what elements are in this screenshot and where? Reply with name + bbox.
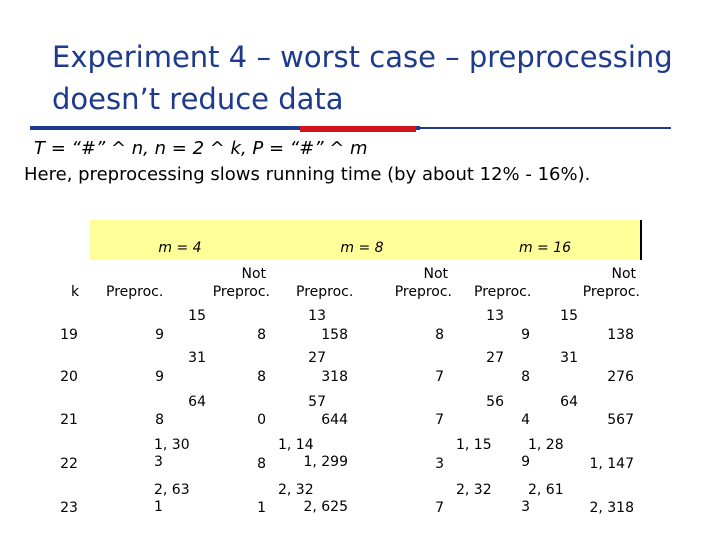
header-band-m8 bbox=[272, 220, 454, 260]
m16-pre-value: 1, 15 bbox=[456, 437, 492, 453]
col-header-m4-not-1: Not bbox=[241, 266, 266, 282]
m16-not-sub: 1, 147 bbox=[589, 456, 634, 472]
m16-not-sub: 138 bbox=[607, 327, 634, 343]
header-band-m4 bbox=[90, 220, 272, 260]
m8-not-value: 7 bbox=[435, 369, 444, 385]
m4-pre-sub: 3 bbox=[154, 454, 163, 470]
title: Experiment 4 – worst case – preprocessin… bbox=[52, 40, 673, 116]
m4-pre-sub: 8 bbox=[155, 412, 164, 428]
m8-not-value: 7 bbox=[435, 412, 444, 428]
m8-pre-value: 27 bbox=[308, 350, 326, 366]
m4-pre-sub: 9 bbox=[155, 327, 164, 343]
m4-pre-value: 15 bbox=[188, 308, 206, 324]
m16-not-value: 2, 61 bbox=[528, 482, 564, 498]
col-header-m4-not-2: Preproc. bbox=[212, 284, 270, 300]
formula-line: T = “#” ^ n, n = 2 ^ k, P = “#” ^ m bbox=[34, 138, 368, 159]
col-header-m8-pre: Preproc. bbox=[296, 284, 354, 300]
col-header-k: k bbox=[70, 284, 80, 300]
m4-pre-sub: 9 bbox=[155, 369, 164, 385]
m4-pre-value: 64 bbox=[188, 394, 206, 410]
group-header-m8: m = 8 bbox=[340, 240, 384, 256]
col-header-m8-not-2: Preproc. bbox=[394, 284, 452, 300]
m4-not-value: 0 bbox=[257, 412, 266, 428]
m8-pre-sub: 318 bbox=[321, 369, 348, 385]
title-accent-bar bbox=[300, 126, 416, 132]
header-edge bbox=[640, 220, 642, 260]
m8-pre-value: 1, 14 bbox=[278, 437, 314, 453]
row-k: 20 bbox=[60, 369, 78, 385]
m16-not-value: 15 bbox=[560, 308, 578, 324]
m16-not-sub: 567 bbox=[607, 412, 634, 428]
m8-not-value: 8 bbox=[435, 327, 444, 343]
m16-not-sub: 276 bbox=[607, 369, 634, 385]
group-header-m16: m = 16 bbox=[518, 240, 572, 256]
m8-pre-value: 57 bbox=[308, 394, 326, 410]
m16-pre-sub: 4 bbox=[521, 412, 530, 428]
m4-pre-value: 1, 30 bbox=[154, 437, 190, 453]
m16-pre-value: 27 bbox=[486, 350, 504, 366]
m8-pre-sub: 644 bbox=[321, 412, 348, 428]
m8-not-value: 7 bbox=[435, 500, 444, 516]
m8-pre-sub: 158 bbox=[321, 327, 348, 343]
results-table: m = 4 m = 8 m = 16 k Preproc. Not Prepro… bbox=[40, 220, 642, 520]
title-underline-thin bbox=[416, 127, 671, 129]
m8-not-value: 3 bbox=[435, 456, 444, 472]
m16-pre-sub: 9 bbox=[521, 327, 530, 343]
m16-pre-sub: 3 bbox=[521, 499, 530, 515]
m16-pre-sub: 9 bbox=[521, 454, 530, 470]
m16-not-value: 1, 28 bbox=[528, 437, 564, 453]
m16-not-sub: 2, 318 bbox=[589, 500, 634, 516]
m4-not-value: 8 bbox=[257, 456, 266, 472]
m4-pre-value: 2, 63 bbox=[154, 482, 190, 498]
m16-pre-value: 13 bbox=[486, 308, 504, 324]
m4-pre-sub: 1 bbox=[154, 499, 163, 515]
m16-not-value: 31 bbox=[560, 350, 578, 366]
m4-pre-value: 31 bbox=[188, 350, 206, 366]
m16-pre-sub: 8 bbox=[521, 369, 530, 385]
col-header-m16-not-1: Not bbox=[611, 266, 636, 282]
col-header-m16-pre: Preproc. bbox=[474, 284, 532, 300]
title-underline bbox=[30, 126, 420, 130]
header-band-m16 bbox=[454, 220, 640, 260]
m8-pre-sub: 2, 625 bbox=[303, 499, 348, 515]
m4-not-value: 8 bbox=[257, 327, 266, 343]
m4-not-value: 8 bbox=[257, 369, 266, 385]
m4-not-value: 1 bbox=[257, 500, 266, 516]
group-header-m4: m = 4 bbox=[158, 240, 202, 256]
row-k: 19 bbox=[60, 327, 78, 343]
m16-pre-value: 56 bbox=[486, 394, 504, 410]
col-header-m16-not-2: Preproc. bbox=[582, 284, 640, 300]
col-header-m4-pre: Preproc. bbox=[106, 284, 164, 300]
summary-line: Here, preprocessing slows running time (… bbox=[24, 164, 591, 185]
row-k: 22 bbox=[60, 456, 78, 472]
m8-pre-value: 2, 32 bbox=[278, 482, 314, 498]
row-k: 23 bbox=[60, 500, 78, 516]
row-k: 21 bbox=[60, 412, 78, 428]
col-header-m8-not-1: Not bbox=[423, 266, 448, 282]
m8-pre-value: 13 bbox=[308, 308, 326, 324]
m8-pre-sub: 1, 299 bbox=[303, 454, 348, 470]
m16-not-value: 64 bbox=[560, 394, 578, 410]
m16-pre-value: 2, 32 bbox=[456, 482, 492, 498]
